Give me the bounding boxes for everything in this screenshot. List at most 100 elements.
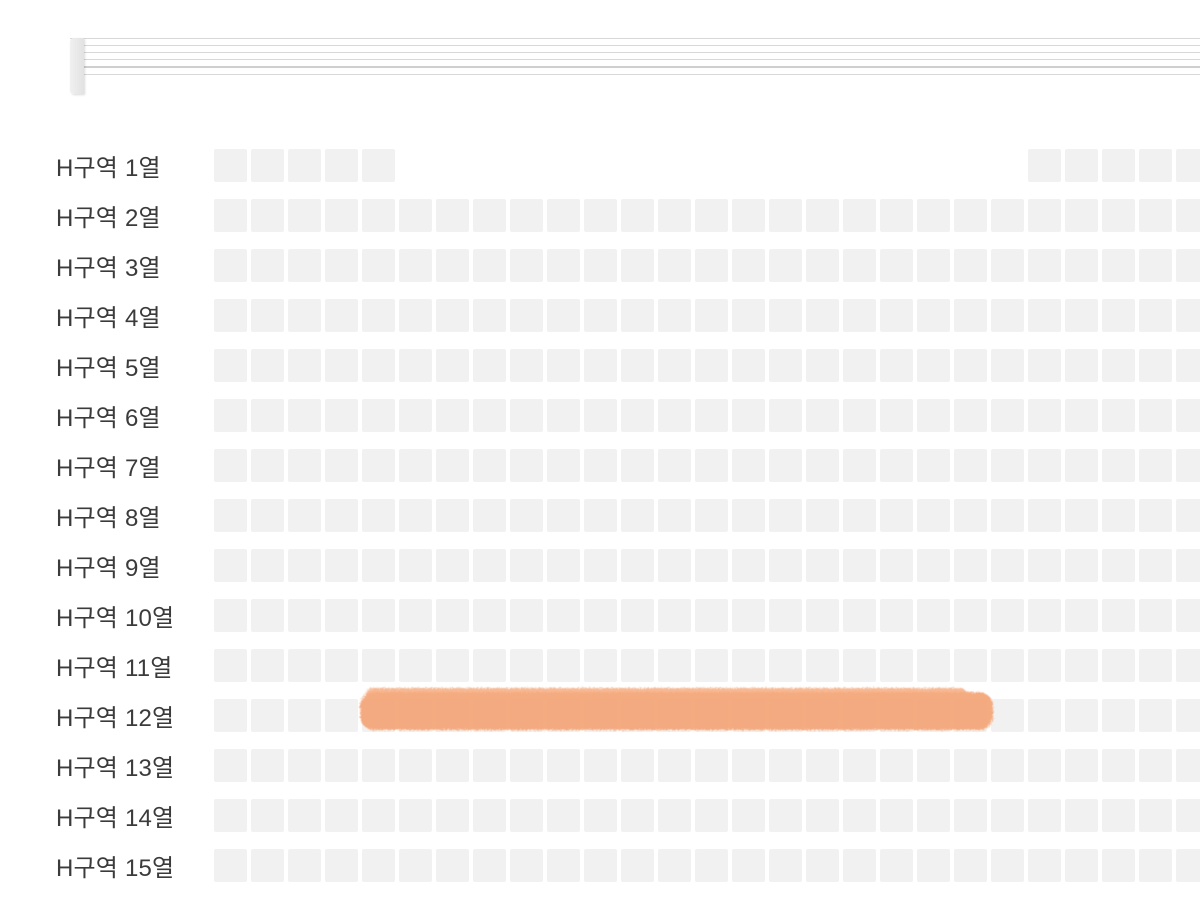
seat[interactable] (880, 549, 913, 582)
seat[interactable] (991, 799, 1024, 832)
seat[interactable] (510, 449, 543, 482)
seat[interactable] (214, 649, 247, 682)
seat[interactable] (954, 399, 987, 432)
seat[interactable] (473, 499, 506, 532)
seat[interactable] (769, 849, 802, 882)
seat[interactable] (510, 499, 543, 532)
seat[interactable] (991, 399, 1024, 432)
seat[interactable] (325, 149, 358, 182)
seat[interactable] (547, 849, 580, 882)
seat[interactable] (732, 299, 765, 332)
seat[interactable] (695, 349, 728, 382)
seat[interactable] (917, 799, 950, 832)
seat[interactable] (1139, 849, 1172, 882)
seat[interactable] (880, 349, 913, 382)
seat[interactable] (769, 449, 802, 482)
seat[interactable] (732, 649, 765, 682)
seat[interactable] (1139, 199, 1172, 232)
seat[interactable] (917, 199, 950, 232)
seat[interactable] (362, 149, 395, 182)
seat[interactable] (510, 299, 543, 332)
seat[interactable] (288, 849, 321, 882)
seat[interactable] (658, 299, 691, 332)
seat[interactable] (1065, 599, 1098, 632)
seat[interactable] (917, 299, 950, 332)
seat[interactable] (436, 649, 469, 682)
seat[interactable] (510, 549, 543, 582)
seat[interactable] (658, 699, 691, 732)
seat[interactable] (1028, 799, 1061, 832)
seat[interactable] (547, 399, 580, 432)
seat[interactable] (584, 549, 617, 582)
seat[interactable] (251, 199, 284, 232)
seat[interactable] (1028, 649, 1061, 682)
seat[interactable] (325, 549, 358, 582)
seat[interactable] (214, 449, 247, 482)
seat[interactable] (806, 199, 839, 232)
seat[interactable] (547, 499, 580, 532)
seat[interactable] (843, 349, 876, 382)
seat[interactable] (806, 849, 839, 882)
seat[interactable] (584, 749, 617, 782)
seat[interactable] (732, 449, 765, 482)
seat[interactable] (1176, 299, 1200, 332)
seat[interactable] (288, 749, 321, 782)
seat[interactable] (695, 699, 728, 732)
seat[interactable] (917, 349, 950, 382)
seat[interactable] (1176, 149, 1200, 182)
seat[interactable] (954, 599, 987, 632)
seat[interactable] (769, 299, 802, 332)
seat[interactable] (658, 799, 691, 832)
seat[interactable] (843, 549, 876, 582)
seat[interactable] (1065, 749, 1098, 782)
seat[interactable] (991, 499, 1024, 532)
seat[interactable] (362, 799, 395, 832)
seat[interactable] (288, 649, 321, 682)
seat[interactable] (510, 649, 543, 682)
seat[interactable] (769, 699, 802, 732)
seat[interactable] (1102, 299, 1135, 332)
seat[interactable] (954, 249, 987, 282)
seat[interactable] (1102, 349, 1135, 382)
seat[interactable] (1102, 449, 1135, 482)
seat[interactable] (1176, 449, 1200, 482)
seat[interactable] (584, 849, 617, 882)
seat[interactable] (843, 499, 876, 532)
seat[interactable] (251, 699, 284, 732)
seat[interactable] (1139, 149, 1172, 182)
seat[interactable] (695, 749, 728, 782)
seat[interactable] (658, 599, 691, 632)
seat[interactable] (658, 499, 691, 532)
seat[interactable] (917, 849, 950, 882)
seat[interactable] (1028, 699, 1061, 732)
seat[interactable] (621, 749, 654, 782)
seat[interactable] (843, 649, 876, 682)
seat[interactable] (584, 199, 617, 232)
seat[interactable] (547, 599, 580, 632)
seat[interactable] (1176, 599, 1200, 632)
seat[interactable] (362, 199, 395, 232)
seat[interactable] (1028, 299, 1061, 332)
seat[interactable] (436, 199, 469, 232)
seat[interactable] (584, 249, 617, 282)
seat[interactable] (806, 399, 839, 432)
seat[interactable] (362, 299, 395, 332)
seat[interactable] (1065, 199, 1098, 232)
seat[interactable] (1102, 499, 1135, 532)
seat[interactable] (658, 199, 691, 232)
seat[interactable] (917, 549, 950, 582)
seat[interactable] (621, 499, 654, 532)
seat[interactable] (436, 749, 469, 782)
seat[interactable] (1028, 599, 1061, 632)
seat[interactable] (806, 299, 839, 332)
seat[interactable] (1065, 399, 1098, 432)
seat[interactable] (399, 749, 432, 782)
seat[interactable] (214, 799, 247, 832)
seat[interactable] (695, 799, 728, 832)
seat[interactable] (584, 499, 617, 532)
seat[interactable] (473, 699, 506, 732)
seat[interactable] (1028, 249, 1061, 282)
seat[interactable] (547, 699, 580, 732)
seat[interactable] (917, 249, 950, 282)
seat[interactable] (510, 849, 543, 882)
